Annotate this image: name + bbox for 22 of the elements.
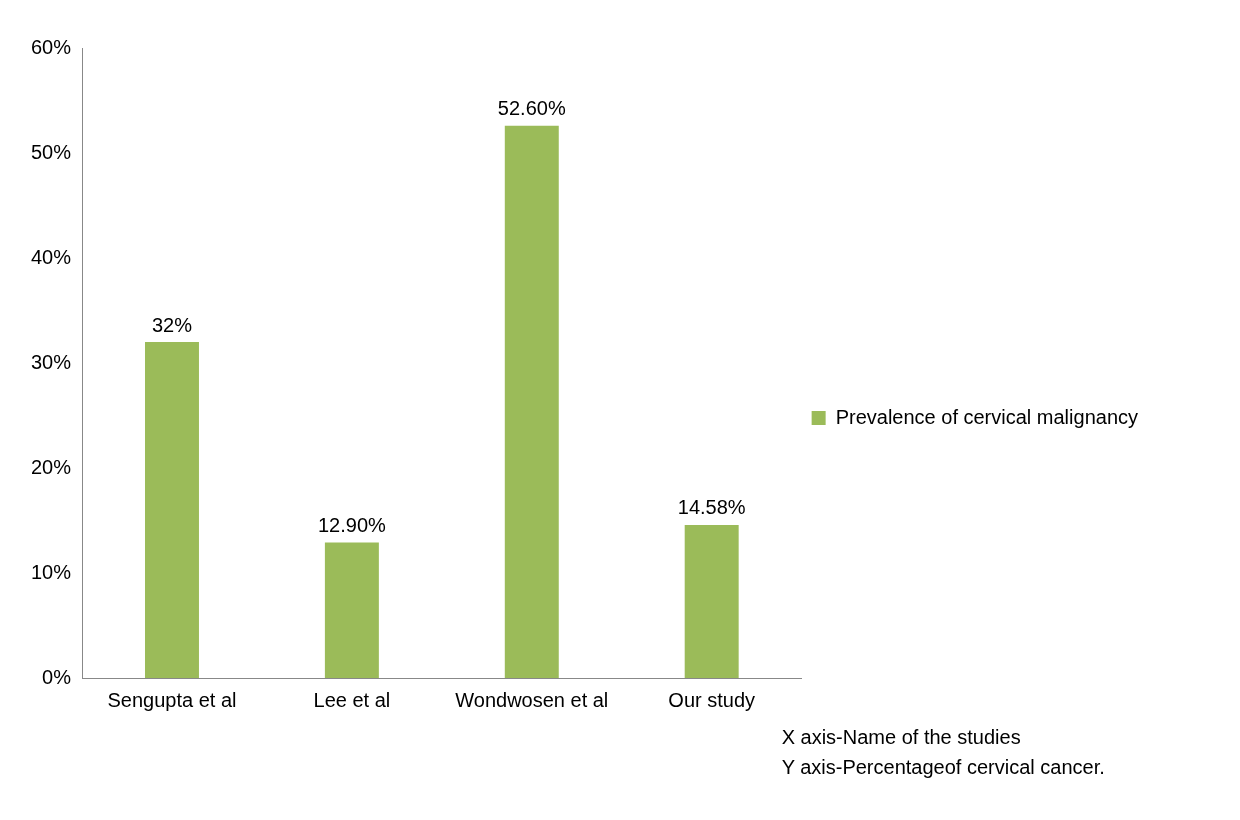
x-tick-label: Sengupta et al [107,688,237,711]
data-label: 12.90% [317,514,387,537]
bar [504,125,559,678]
y-tick-label: 40% [31,245,72,268]
data-label: 32% [151,313,193,336]
text: Y axis-Percentageof cervical cancer. [781,755,1105,778]
data-label: 14.58% [677,496,746,519]
legend-label: Prevalence of cervical malignancy [835,405,1139,428]
bar [145,342,199,678]
bar [684,524,739,678]
y-tick-label: 60% [31,35,72,58]
data-label: 52.60% [497,97,566,120]
y-tick-label: 30% [31,350,72,373]
x-tick-label: Our study [668,688,756,711]
text: X axis-Name of the studies [781,725,1021,748]
bar [324,542,379,678]
y-tick-label: 0% [42,665,72,688]
y-tick-label: 10% [31,560,72,583]
y-tick-label: 20% [31,455,72,478]
x-tick-label: Lee et al [313,688,391,711]
y-tick-label: 50% [31,140,72,163]
x-tick-label: Wondwosen et al [455,688,609,711]
